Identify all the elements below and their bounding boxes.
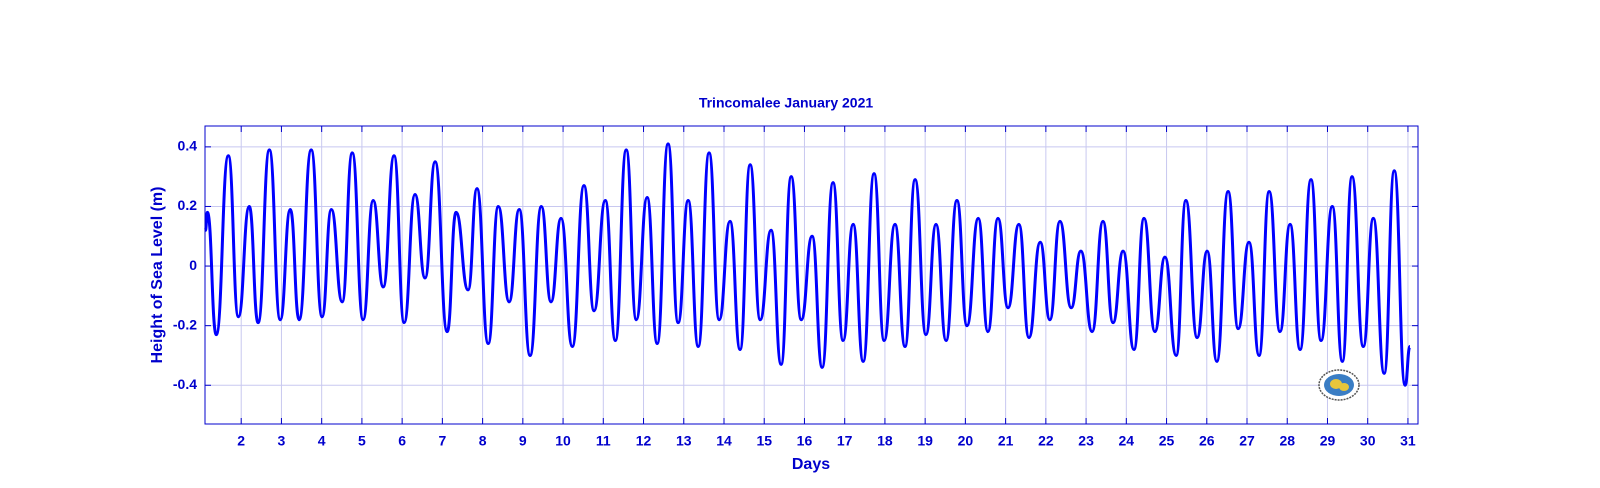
chart-title: Trincomalee January 2021 (699, 95, 874, 111)
x-tick-label: 19 (917, 433, 933, 449)
x-tick-label: 8 (479, 433, 487, 449)
y-tick-label: -0.2 (173, 316, 197, 332)
x-tick-label: 7 (438, 433, 446, 449)
x-tick-label: 21 (998, 433, 1014, 449)
x-tick-label: 12 (636, 433, 652, 449)
x-tick-label: 5 (358, 433, 366, 449)
x-tick-label: 28 (1279, 433, 1295, 449)
x-axis-label: Days (792, 456, 830, 473)
x-tick-label: 15 (756, 433, 772, 449)
x-tick-label: 23 (1078, 433, 1094, 449)
plot-area (203, 126, 1418, 424)
x-tick-label: 9 (519, 433, 527, 449)
x-tick-label: 13 (676, 433, 692, 449)
x-tick-label: 2 (237, 433, 245, 449)
x-tick-label: 11 (596, 433, 611, 449)
x-tick-label: 29 (1320, 433, 1336, 449)
x-tick-label: 4 (318, 433, 326, 449)
y-tick-label: 0 (189, 257, 197, 273)
y-tick-label: 0.4 (178, 138, 198, 154)
logo (1318, 369, 1360, 401)
x-tick-label: 10 (555, 433, 571, 449)
x-tick-label: 18 (877, 433, 893, 449)
x-tick-label: 31 (1400, 433, 1416, 449)
x-tick-label: 27 (1239, 433, 1255, 449)
x-tick-label: 17 (837, 433, 853, 449)
x-tick-label: 16 (797, 433, 813, 449)
x-tick-label: 6 (398, 433, 406, 449)
x-tick-label: 24 (1119, 433, 1135, 449)
x-tick-label: 26 (1199, 433, 1215, 449)
sea-level-line (203, 142, 1412, 387)
y-tick-label: -0.4 (173, 376, 197, 392)
x-tick-label: 20 (958, 433, 974, 449)
plot-frame (204, 125, 1419, 425)
y-tick-label: 0.2 (178, 197, 198, 213)
x-tick-label: 22 (1038, 433, 1054, 449)
y-axis-label: Height of Sea Level (m) (149, 187, 166, 364)
x-tick-label: 14 (716, 433, 732, 449)
x-tick-label: 25 (1159, 433, 1175, 449)
x-tick-label: 3 (278, 433, 286, 449)
x-tick-label: 30 (1360, 433, 1376, 449)
